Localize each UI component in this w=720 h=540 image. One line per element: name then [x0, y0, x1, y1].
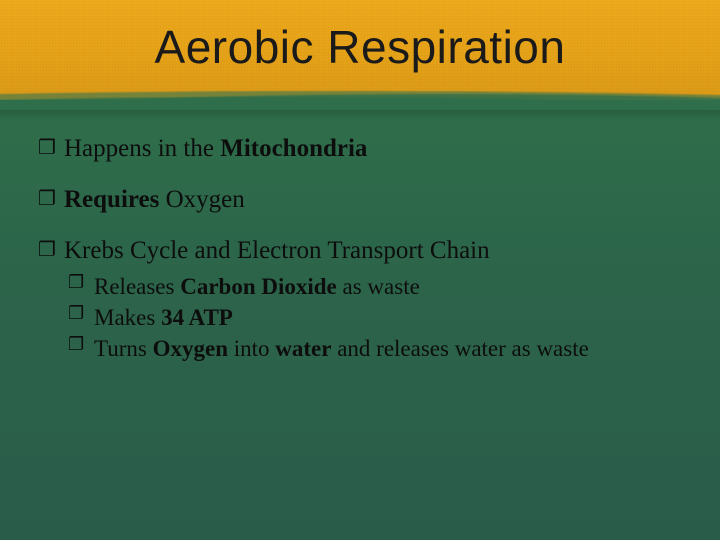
bullet-icon: ❐ — [68, 302, 94, 325]
bullet-text: Turns Oxygen into water and releases wat… — [94, 333, 690, 364]
bullet-text: Krebs Cycle and Electron Transport Chain — [64, 237, 690, 266]
bullet-icon: ❐ — [68, 271, 94, 294]
bullet-lvl1: ❐Requires Oxygen — [38, 186, 690, 215]
slide-title: Aerobic Respiration — [0, 20, 720, 74]
bullet-lvl2: ❐Turns Oxygen into water and releases wa… — [68, 333, 690, 364]
bullet-lvl2: ❐Releases Carbon Dioxide as waste — [68, 271, 690, 302]
bullet-lvl1: ❐Happens in the Mitochondria — [38, 135, 690, 164]
slide: Aerobic Respiration ❐Happens in the Mito… — [0, 0, 720, 540]
bullet-lvl2: ❐Makes 34 ATP — [68, 302, 690, 333]
slide-body: ❐Happens in the Mitochondria❐Requires Ox… — [38, 135, 690, 364]
bullet-icon: ❐ — [38, 186, 64, 212]
bullet-icon: ❐ — [38, 237, 64, 263]
bullet-lvl1: ❐Krebs Cycle and Electron Transport Chai… — [38, 237, 690, 266]
bullet-icon: ❐ — [38, 135, 64, 161]
brush-shadow — [0, 110, 720, 120]
bullet-text: Releases Carbon Dioxide as waste — [94, 271, 690, 302]
bullet-icon: ❐ — [68, 333, 94, 356]
bullet-text: Happens in the Mitochondria — [64, 135, 690, 164]
bullet-text: Makes 34 ATP — [94, 302, 690, 333]
bullet-text: Requires Oxygen — [64, 186, 690, 215]
